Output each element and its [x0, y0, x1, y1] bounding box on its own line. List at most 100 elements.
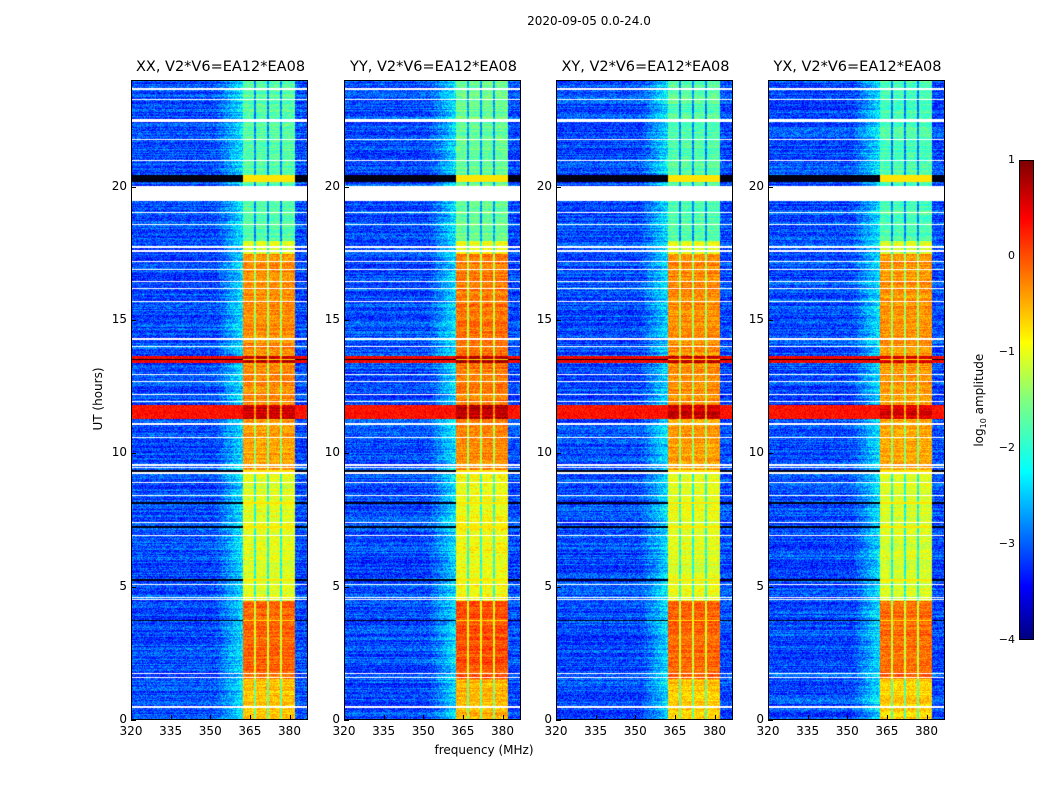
y-tick-label: 0: [119, 712, 127, 726]
y-tick-label: 10: [324, 445, 340, 460]
panel-title: YY, V2*V6=EA12*EA08: [350, 59, 517, 75]
x-tick-mark: [210, 715, 212, 720]
x-tick-mark: [383, 715, 385, 720]
x-tick-label: 380: [915, 724, 938, 738]
y-tick-mark: [131, 586, 136, 588]
x-tick-label: 350: [835, 724, 859, 738]
y-tick-label: 0: [544, 712, 552, 726]
x-tick-mark: [847, 715, 849, 720]
y-tick-mark: [768, 586, 773, 588]
x-tick-mark: [768, 715, 769, 720]
x-tick-label: 350: [623, 724, 647, 738]
colorbar-tick-label: 0: [1008, 249, 1015, 262]
x-tick-mark: [462, 715, 464, 720]
y-tick-label: 20: [111, 178, 127, 193]
panel-title: YX, V2*V6=EA12*EA08: [773, 59, 942, 75]
x-tick-label: 350: [198, 724, 222, 738]
x-tick-mark: [807, 715, 809, 720]
y-tick-mark: [768, 320, 773, 321]
y-tick-label: 10: [111, 445, 127, 460]
spectrogram-heatmap: [345, 81, 520, 719]
x-tick-label: 365: [238, 724, 262, 738]
x-tick-label: 335: [372, 724, 396, 738]
x-tick-label: 320: [119, 724, 143, 738]
x-tick-mark: [344, 715, 345, 720]
x-tick-label: 365: [663, 724, 687, 738]
x-tick-mark: [249, 715, 251, 720]
y-tick-mark: [344, 453, 349, 455]
x-axis-label: frequency (MHz): [434, 743, 534, 757]
y-tick-label: 10: [536, 445, 552, 460]
spectrogram-panel-4: YX, V2*V6=EA12*EA08: [768, 59, 945, 720]
spectrogram-panel-2: YY, V2*V6=EA12*EA08: [344, 59, 521, 720]
y-tick-mark: [131, 320, 136, 321]
x-tick-label: 335: [796, 724, 820, 738]
y-tick-mark: [131, 720, 136, 721]
y-tick-mark: [556, 320, 561, 321]
x-tick-label: 380: [278, 724, 301, 738]
x-tick-mark: [556, 715, 557, 720]
y-tick-mark: [131, 453, 136, 455]
y-tick-mark: [768, 720, 773, 721]
x-tick-label: 320: [756, 724, 780, 738]
y-tick-label: 5: [119, 578, 127, 593]
y-tick-label: 5: [756, 578, 764, 593]
x-tick-label: 380: [703, 724, 726, 738]
y-tick-mark: [556, 453, 561, 455]
y-tick-label: 15: [536, 312, 552, 326]
colorbar-tick-label: −2: [998, 441, 1015, 454]
x-tick-label: 365: [875, 724, 899, 738]
x-tick-label: 335: [159, 724, 183, 738]
y-tick-mark: [344, 586, 349, 588]
y-tick-label: 20: [324, 178, 340, 193]
x-tick-label: 365: [451, 724, 475, 738]
x-tick-mark: [595, 715, 597, 720]
x-tick-mark: [926, 715, 928, 720]
x-tick-mark: [170, 715, 172, 720]
x-tick-mark: [131, 715, 132, 720]
spectrogram-panel-1: XX, V2*V6=EA12*EA08: [131, 59, 308, 720]
x-tick-label: 350: [411, 724, 435, 738]
y-tick-label: 15: [111, 312, 127, 326]
y-tick-label: 15: [324, 312, 340, 326]
y-tick-mark: [556, 186, 561, 188]
y-tick-mark: [768, 186, 773, 188]
x-tick-label: 380: [491, 724, 514, 738]
y-tick-mark: [556, 586, 561, 588]
y-axis-label: UT (hours): [91, 367, 105, 431]
y-tick-mark: [344, 186, 349, 188]
y-tick-label: 20: [748, 178, 764, 193]
spectrogram-panel-3: XY, V2*V6=EA12*EA08: [556, 59, 733, 720]
colorbar-tick-label: −3: [998, 537, 1015, 550]
colorbar-tick-label: 1: [1008, 153, 1015, 166]
figure-title: 2020-09-05 0.0-24.0: [527, 14, 651, 28]
colorbar: [1019, 160, 1034, 640]
y-tick-mark: [768, 453, 773, 455]
y-tick-mark: [344, 720, 349, 721]
y-tick-label: 0: [332, 712, 340, 726]
x-tick-label: 320: [544, 724, 568, 738]
y-tick-label: 0: [756, 712, 764, 726]
spectrogram-heatmap: [132, 81, 307, 719]
panel-title: XX, V2*V6=EA12*EA08: [135, 59, 306, 75]
y-tick-mark: [131, 186, 136, 188]
y-tick-label: 15: [748, 312, 764, 326]
y-tick-mark: [556, 720, 561, 721]
spectrogram-heatmap: [769, 81, 944, 719]
colorbar-label-rest: amplitude: [971, 353, 986, 419]
x-tick-mark: [635, 715, 637, 720]
y-tick-label: 5: [544, 578, 552, 593]
y-tick-label: 20: [536, 178, 552, 193]
panel-title: XY, V2*V6=EA12*EA08: [561, 59, 730, 75]
x-tick-mark: [714, 715, 716, 720]
x-tick-mark: [886, 715, 888, 720]
y-tick-label: 5: [332, 578, 340, 593]
y-tick-mark: [344, 320, 349, 321]
colorbar-tick-label: −1: [998, 345, 1015, 358]
x-tick-mark: [502, 715, 504, 720]
x-tick-mark: [674, 715, 676, 720]
x-tick-label: 335: [584, 724, 608, 738]
y-tick-label: 10: [748, 445, 764, 460]
colorbar-label-sub: 10: [979, 418, 989, 429]
x-tick-mark: [423, 715, 425, 720]
